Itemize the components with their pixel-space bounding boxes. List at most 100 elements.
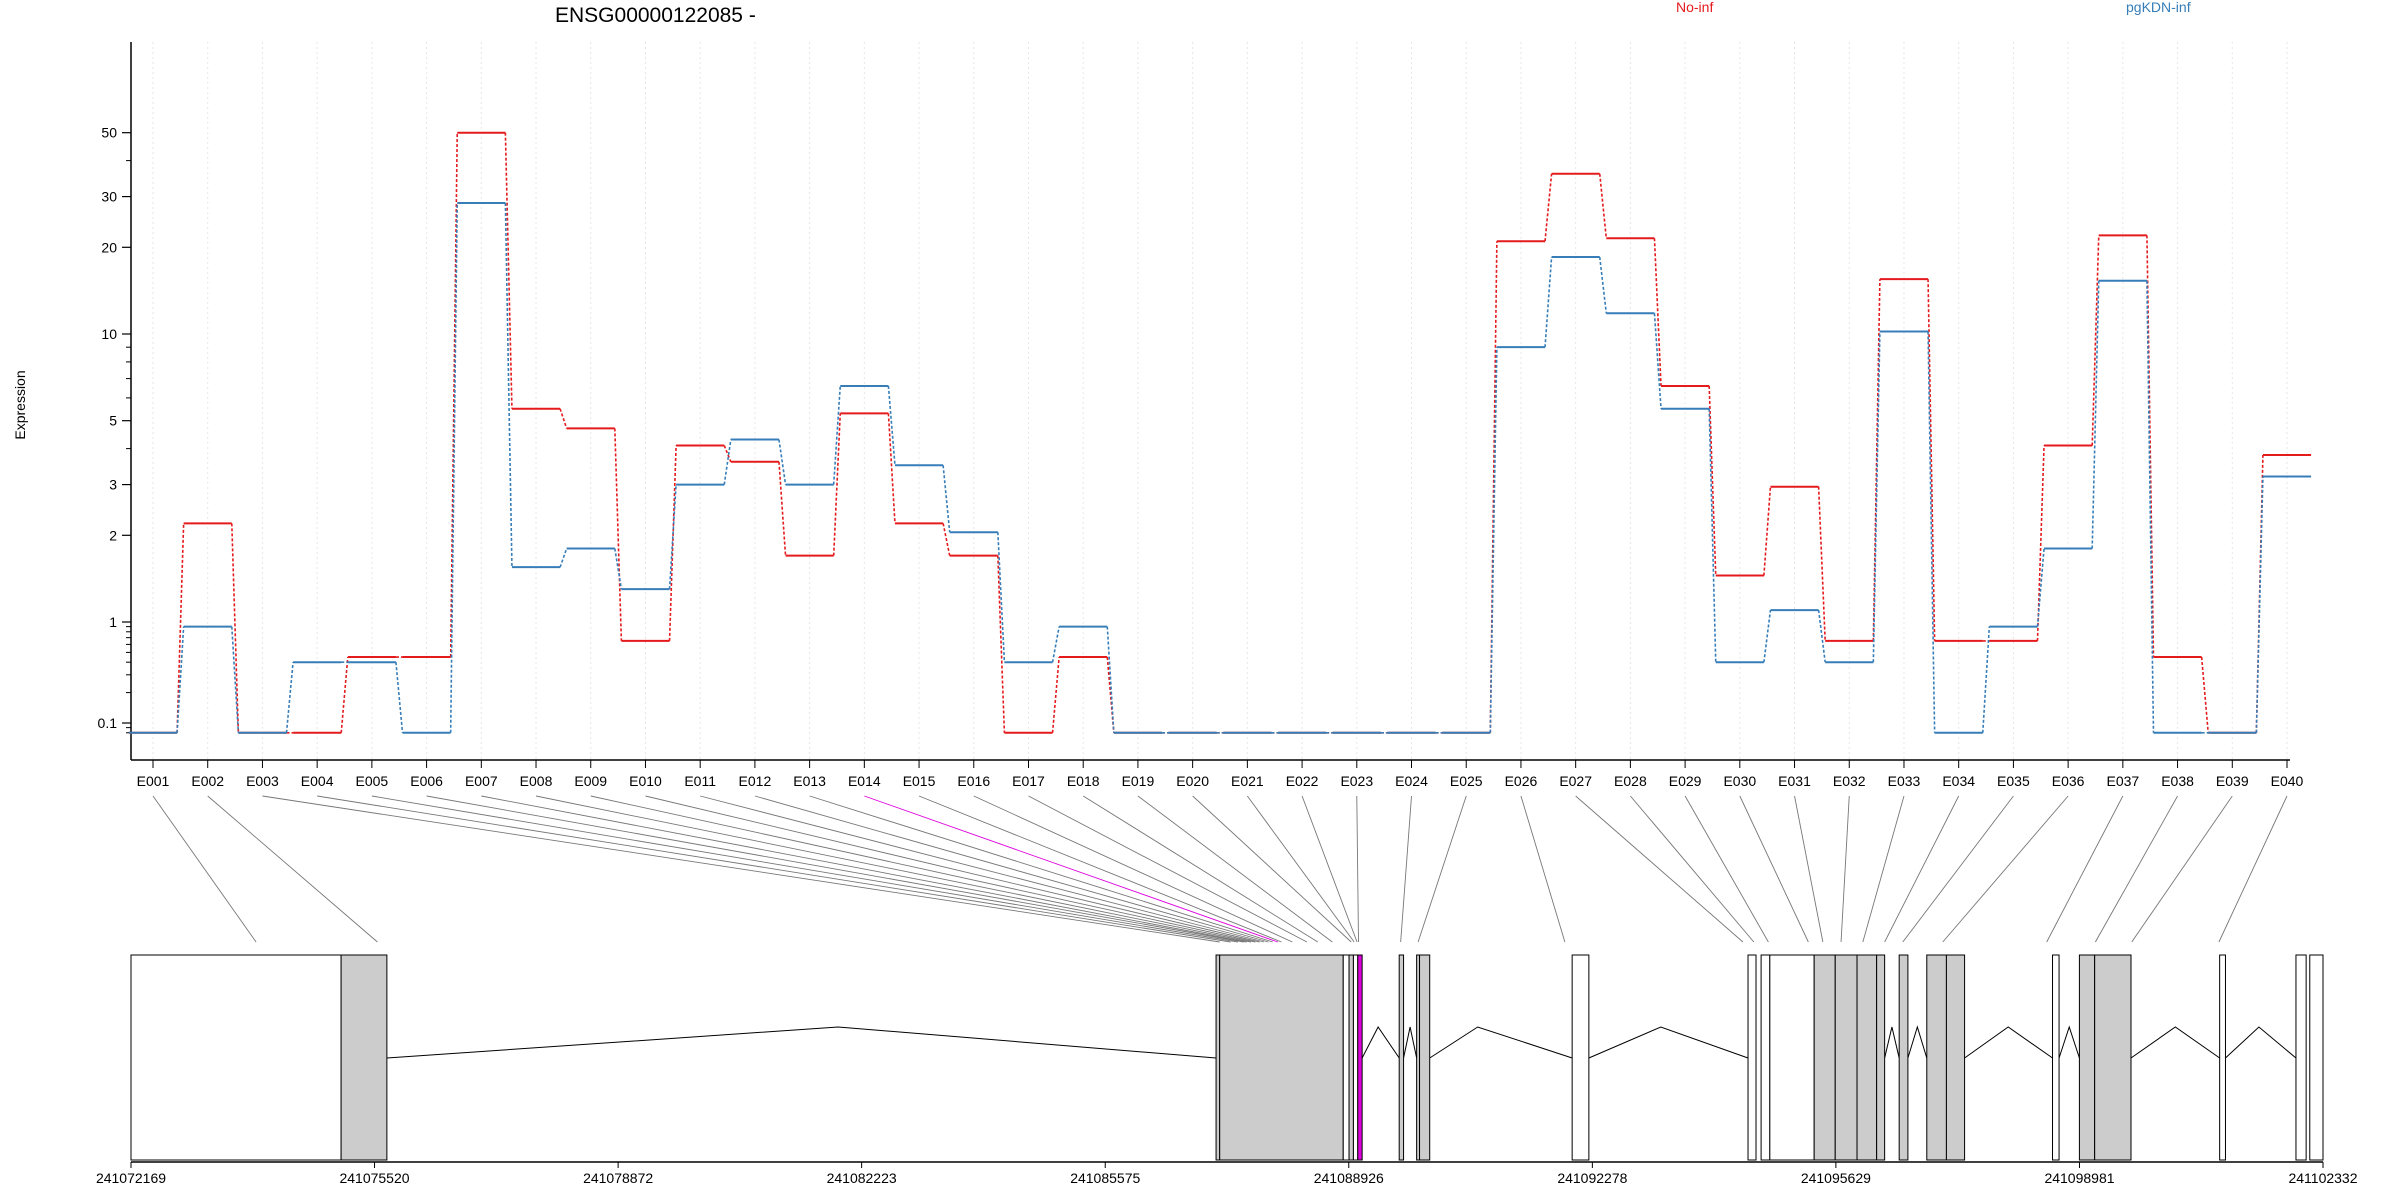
y-tick-label: 3 [109, 477, 117, 493]
series-connector [504, 202, 513, 568]
series-connector [1544, 256, 1553, 348]
exon-box [1571, 954, 1590, 1161]
intron-line [1907, 1025, 1928, 1059]
series-connector [2036, 445, 2045, 641]
exon-connector [1417, 795, 1467, 943]
exon-box [1856, 954, 1878, 1161]
exon-connector [973, 795, 1293, 943]
x-tick-label: E001 [137, 773, 170, 789]
genome-axis: 241072169 241075520 241078872 241082223 2410… [96, 1161, 2358, 1186]
x-tick-label: E029 [1669, 773, 1702, 789]
series-connector [832, 413, 842, 556]
series-connector [1817, 609, 1826, 663]
gene-model [130, 954, 2324, 1161]
legend-pgkdn-inf: pgKDN-inf [2126, 0, 2191, 15]
series-connector [2036, 548, 2045, 627]
intron-line [2225, 1026, 2297, 1059]
exon-connector [1028, 795, 1308, 943]
series-connector [1872, 331, 1881, 663]
series-connector [1106, 626, 1115, 733]
series-connector [1106, 656, 1115, 733]
exon-connector [918, 795, 1282, 943]
series-connector [668, 484, 677, 590]
exon-box [2309, 954, 2324, 1161]
genome-tick-label: 241078872 [583, 1170, 653, 1186]
exon-connector [2218, 795, 2288, 943]
series-connector [1051, 656, 1060, 733]
series-connector [2146, 235, 2155, 658]
x-tick-label: E013 [793, 773, 826, 789]
exon-box [1342, 954, 1350, 1161]
x-tick-label: E038 [2161, 773, 2194, 789]
x-tick-label: E031 [1778, 773, 1811, 789]
exon-connector [1400, 795, 1412, 943]
series-connector [1708, 385, 1717, 576]
x-tick-label: E024 [1395, 773, 1428, 789]
series-connector [1927, 279, 1936, 641]
series-connector [230, 523, 240, 733]
exon-box [1219, 954, 1344, 1161]
x-tick-label: E032 [1833, 773, 1866, 789]
x-tick-label: E035 [1997, 773, 2030, 789]
exon-box [1876, 954, 1886, 1161]
x-tick-label: E005 [356, 773, 389, 789]
exon-box [1747, 954, 1757, 1161]
series-connector [285, 662, 294, 733]
series-connector [2146, 280, 2155, 733]
series-connector [887, 413, 896, 524]
exon-connector [1246, 795, 1355, 943]
series-connector [1708, 408, 1717, 663]
intron-line [1588, 1026, 1749, 1059]
exon-connector [207, 795, 378, 943]
x-tick-label: E002 [191, 773, 224, 789]
x-tick-label: E026 [1505, 773, 1538, 789]
intron-line [386, 1026, 1217, 1059]
y-tick-label: 20 [101, 239, 117, 255]
exon-box [2052, 954, 2060, 1161]
x-tick-label: E022 [1286, 773, 1319, 789]
exon-box [2295, 954, 2307, 1161]
chart-title: ENSG00000122085 - [555, 4, 756, 27]
exon-box [2094, 954, 2132, 1161]
x-tick-label: E021 [1231, 773, 1264, 789]
exon-connector [2046, 795, 2124, 943]
x-tick-label: E015 [903, 773, 936, 789]
x-tick-label: E018 [1067, 773, 1100, 789]
exon-connector [371, 795, 1238, 943]
exon-box [130, 954, 342, 1161]
x-tick-label: E010 [629, 773, 662, 789]
exon-connector [1520, 795, 1566, 943]
exon-connector [1884, 795, 1960, 943]
genome-tick-label: 241088926 [1314, 1170, 1384, 1186]
series-connector [230, 626, 240, 733]
series-connector [997, 555, 1006, 733]
x-tick-label: E016 [957, 773, 990, 789]
exon-connector [864, 795, 1278, 943]
x-tick-label: E030 [1723, 773, 1756, 789]
exon-box [1398, 954, 1405, 1161]
exon-box [1760, 954, 1771, 1161]
series-connector [1981, 626, 1991, 733]
genome-tick-label: 241098981 [2044, 1170, 2114, 1186]
exon-box [340, 954, 388, 1161]
series-connector [1598, 256, 1608, 314]
exon-connector [1794, 795, 1824, 943]
exon-connector [809, 795, 1273, 943]
x-tick-label: E040 [2271, 773, 2304, 789]
x-tick-label: E027 [1559, 773, 1592, 789]
series-connector [504, 132, 513, 409]
genome-tick-label: 241092278 [1557, 1170, 1627, 1186]
x-axis: E001 E002 E003 E004 E005 E006 E007 E008 E009 E010… [131, 759, 2304, 789]
series-connector [942, 523, 951, 556]
series-connector [1489, 241, 1498, 733]
series-connector [176, 523, 185, 733]
x-tick-label: E003 [246, 773, 279, 789]
series-connector [614, 428, 623, 641]
series-connector [1653, 313, 1662, 409]
y-axis: 0.1 1 2 3 5 10 20 30 50 [98, 42, 132, 760]
series-connector [778, 439, 787, 485]
series-connector [1544, 173, 1553, 242]
y-tick-label: 50 [101, 125, 117, 141]
series-connector [559, 408, 568, 429]
exon-connector [2131, 795, 2233, 943]
